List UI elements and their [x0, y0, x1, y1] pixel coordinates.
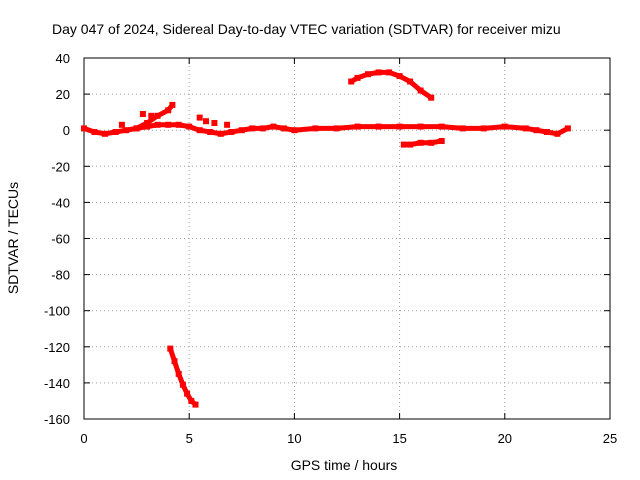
data-point [144, 123, 151, 130]
data-point [291, 127, 298, 134]
data-point [417, 123, 424, 130]
data-point [417, 139, 424, 146]
data-point [192, 401, 199, 408]
x-tick-label: 10 [287, 431, 301, 446]
data-point [196, 127, 203, 134]
y-tick-label: 40 [56, 51, 70, 66]
data-point [270, 123, 277, 130]
data-point [333, 125, 340, 132]
data-point [417, 87, 424, 94]
data-point [375, 69, 382, 76]
y-tick-label: -160 [44, 412, 70, 427]
y-tick-label: -120 [44, 340, 70, 355]
data-point [112, 129, 119, 135]
data-point [396, 123, 403, 130]
data-point [81, 125, 87, 132]
data-point [203, 118, 209, 125]
x-axis-label: GPS time / hours [291, 457, 398, 473]
data-point [196, 114, 203, 121]
data-point [167, 345, 174, 352]
data-point [154, 112, 161, 119]
data-point [238, 127, 245, 134]
x-tick-label: 15 [392, 431, 406, 446]
data-point [522, 125, 529, 132]
data-point [400, 141, 407, 148]
data-point [169, 101, 176, 108]
data-point [259, 125, 266, 132]
data-point [118, 121, 125, 128]
y-tick-label: -60 [51, 232, 70, 247]
data-point [249, 125, 256, 132]
data-point [501, 123, 508, 130]
data-point [188, 397, 195, 404]
data-point [144, 120, 151, 126]
data-point [207, 129, 214, 135]
data-point [228, 129, 235, 135]
data-point [91, 129, 98, 135]
data-point [280, 125, 287, 132]
data-point [386, 69, 393, 76]
data-point [438, 123, 445, 130]
x-tick-label: 0 [80, 431, 87, 446]
y-tick-label: -20 [51, 159, 70, 174]
data-point [165, 107, 172, 114]
data-point [533, 127, 540, 134]
data-point [407, 78, 414, 85]
data-point [154, 121, 161, 128]
x-tick-label: 25 [603, 431, 617, 446]
data-point [184, 390, 191, 397]
y-tick-label: -80 [51, 268, 70, 283]
data-point [438, 138, 445, 144]
data-point [312, 125, 319, 132]
data-point [186, 123, 193, 130]
data-point [365, 71, 371, 78]
y-tick-label: -140 [44, 376, 70, 391]
data-point [428, 94, 435, 101]
data-point [480, 125, 487, 132]
x-tick-label: 20 [498, 431, 512, 446]
axis-ticks: 0 5 10 15 20 25 40 20 0 -20 -40 -60 -80 -100 -120 -140 -… [44, 51, 617, 446]
data-point [554, 130, 561, 137]
data-point [354, 74, 361, 81]
data-point [133, 125, 140, 132]
data-point [396, 73, 403, 80]
chart-title: Day 047 of 2024, Sidereal Day-to-day VTE… [52, 21, 561, 37]
data-point [428, 139, 435, 146]
data-point [564, 125, 571, 132]
data-point [175, 121, 182, 128]
y-tick-label: 20 [56, 87, 70, 102]
data-point [354, 123, 361, 130]
y-tick-label: 0 [63, 123, 70, 138]
x-tick-label: 5 [186, 431, 193, 446]
y-axis-label: SDTVAR / TECUs [5, 182, 21, 294]
data-point [148, 112, 155, 119]
data-point [217, 130, 224, 137]
data-point [407, 141, 414, 148]
data-point [543, 129, 550, 135]
data-point [102, 130, 108, 137]
y-tick-label: -100 [44, 304, 70, 319]
data-series [81, 69, 571, 408]
data-point [375, 123, 382, 130]
data-point [459, 125, 466, 132]
grid-lines [84, 58, 610, 419]
data-point [348, 78, 355, 85]
data-point [123, 127, 130, 134]
data-point [179, 381, 186, 388]
y-tick-label: -40 [51, 195, 70, 210]
data-point [224, 121, 231, 128]
data-point [211, 120, 218, 126]
data-point [165, 121, 172, 128]
data-point [175, 370, 182, 377]
data-point [139, 111, 146, 117]
data-point [171, 358, 178, 365]
